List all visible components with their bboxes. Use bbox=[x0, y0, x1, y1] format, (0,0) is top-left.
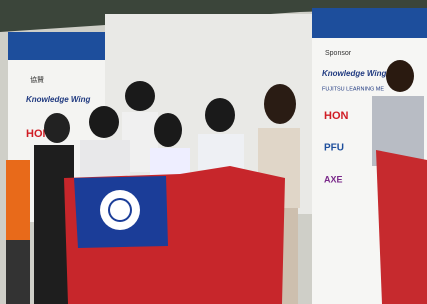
banner-sponsor: PFU bbox=[324, 143, 344, 154]
banner-label: 協賛 bbox=[30, 75, 44, 84]
head bbox=[264, 84, 296, 124]
head bbox=[44, 113, 70, 143]
banner-heading: Sponsor bbox=[325, 50, 352, 57]
banner-logo: Knowledge Wing bbox=[322, 69, 386, 78]
head bbox=[125, 81, 155, 111]
taiwan-flag bbox=[64, 166, 285, 304]
head bbox=[205, 98, 235, 132]
person bbox=[198, 134, 244, 170]
head bbox=[89, 106, 119, 138]
banner-stripe bbox=[312, 8, 427, 38]
red-flag bbox=[376, 150, 427, 304]
banner-sponsor: HON bbox=[324, 110, 349, 122]
banner-logo: Knowledge Wing bbox=[26, 95, 90, 104]
person bbox=[6, 240, 30, 304]
person bbox=[80, 140, 130, 180]
banner-stripe bbox=[8, 32, 105, 60]
head bbox=[386, 60, 414, 92]
photo: 協賛 Knowledge Wing HON Sponsor Knowledge … bbox=[0, 0, 427, 304]
banner-subtitle: FUJITSU LEARNING ME bbox=[322, 86, 384, 92]
banner-sponsor: AXE bbox=[324, 174, 343, 184]
head bbox=[154, 113, 182, 147]
person bbox=[6, 160, 30, 240]
flag-sun-core bbox=[110, 200, 130, 220]
